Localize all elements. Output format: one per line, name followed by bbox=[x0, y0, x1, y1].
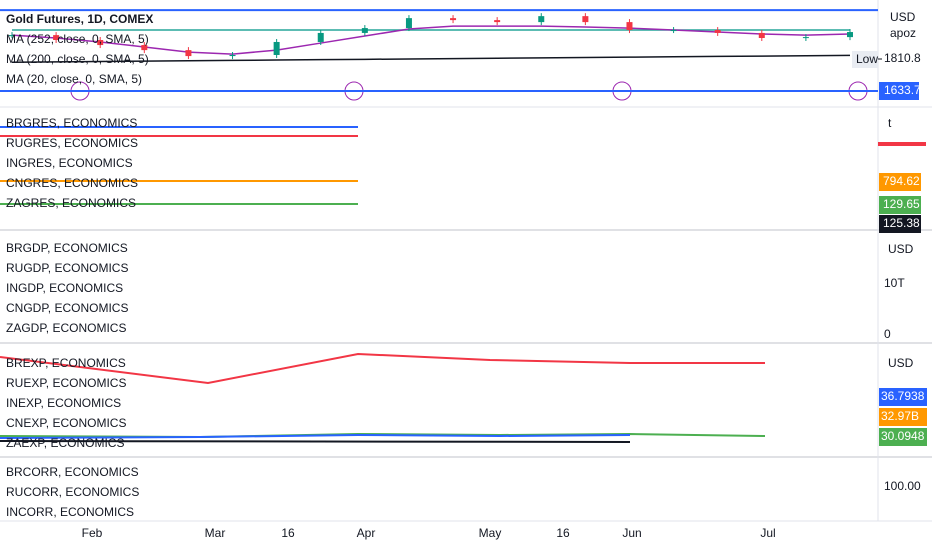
time-label: Mar bbox=[205, 526, 226, 540]
price-tag-bg bbox=[879, 196, 921, 214]
price-tag: 125.38 bbox=[883, 216, 920, 230]
candle bbox=[97, 39, 104, 46]
legend-entry: RUEXP, ECONOMICS bbox=[6, 376, 126, 390]
candle bbox=[847, 32, 853, 38]
legend-entry: MA (200, close, 0, SMA, 5) bbox=[6, 52, 149, 66]
time-label: May bbox=[479, 526, 502, 540]
scale-marker bbox=[878, 142, 926, 146]
price-tag: 129.65 bbox=[883, 197, 920, 211]
legend-entry: RUGRES, ECONOMICS bbox=[6, 136, 138, 150]
time-label: 16 bbox=[556, 526, 570, 540]
legend-entry: ZAGDP, ECONOMICS bbox=[6, 321, 126, 335]
low-tag-bg bbox=[852, 51, 878, 68]
legend-entry: CNEXP, ECONOMICS bbox=[6, 416, 126, 430]
price-tag: 1633.7 bbox=[884, 83, 921, 97]
candle bbox=[538, 16, 545, 23]
scale-unit: USD bbox=[888, 356, 914, 370]
scale-tick: 100.00 bbox=[884, 479, 921, 493]
series-line bbox=[0, 352, 765, 385]
price-tag: 32.97B bbox=[881, 409, 919, 423]
candle bbox=[361, 28, 368, 33]
candle bbox=[141, 45, 148, 51]
time-label: 16 bbox=[281, 526, 295, 540]
candle bbox=[582, 16, 589, 23]
candle bbox=[714, 30, 721, 33]
legend-entry: RUGDP, ECONOMICS bbox=[6, 261, 128, 275]
ma-line bbox=[11, 54, 851, 63]
legend-entry: CNGRES, ECONOMICS bbox=[6, 176, 138, 190]
legend-entry: ZAEXP, ECONOMICS bbox=[6, 436, 124, 450]
legend-entry: INGDP, ECONOMICS bbox=[6, 281, 123, 295]
legend-entry: BRGRES, ECONOMICS bbox=[6, 116, 137, 130]
legend-entry: MA (20, close, 0, SMA, 5) bbox=[6, 72, 142, 86]
legend-entry: BREXP, ECONOMICS bbox=[6, 356, 126, 370]
legend-entry: MA (252, close, 0, SMA, 5) bbox=[6, 32, 149, 46]
candle bbox=[494, 20, 501, 23]
legend-entry: INEXP, ECONOMICS bbox=[6, 396, 121, 410]
series-line bbox=[0, 440, 631, 443]
legend-entry: RUCORR, ECONOMICS bbox=[6, 485, 139, 499]
time-label: Apr bbox=[357, 526, 376, 540]
scale-unit: USD bbox=[890, 10, 916, 24]
price-tag-bg bbox=[879, 408, 927, 426]
low-tag: Low bbox=[856, 52, 878, 66]
candle bbox=[670, 30, 677, 32]
candle bbox=[317, 32, 324, 42]
exp-lines bbox=[0, 352, 766, 443]
candle bbox=[405, 18, 412, 29]
legend-entry: Gold Futures, 1D, COMEX bbox=[6, 12, 153, 26]
axis-label: 1810.8 bbox=[884, 51, 921, 65]
pane-separators bbox=[0, 0, 932, 522]
scale-unit: t bbox=[888, 116, 892, 130]
legend-entry: BRGDP, ECONOMICS bbox=[6, 241, 128, 255]
scale-unit: USD bbox=[888, 242, 914, 256]
price-tag-bg bbox=[879, 388, 927, 406]
scale-tick: 10T bbox=[884, 276, 905, 290]
legend-entry: CNGDP, ECONOMICS bbox=[6, 301, 128, 315]
time-label: Jun bbox=[622, 526, 641, 540]
price-tag-bg bbox=[879, 82, 919, 100]
legend-entry: BRCORR, ECONOMICS bbox=[6, 465, 139, 479]
ma-line bbox=[11, 25, 851, 55]
legend-entry: INCORR, ECONOMICS bbox=[6, 505, 134, 519]
candle bbox=[802, 37, 809, 39]
legend-entry: INGRES, ECONOMICS bbox=[6, 156, 133, 170]
price-tag-bg bbox=[879, 173, 921, 191]
price-tag-bg bbox=[879, 428, 927, 446]
candle bbox=[9, 35, 15, 37]
candle bbox=[450, 18, 457, 21]
price-tag: 794.62 bbox=[883, 174, 920, 188]
legend-entry: ZAGRES, ECONOMICS bbox=[6, 196, 136, 210]
price-tag: 30.0948 bbox=[881, 429, 925, 443]
candle bbox=[229, 54, 236, 57]
price-tag-bg bbox=[879, 215, 921, 233]
scale-tick: 0 bbox=[884, 327, 891, 341]
candle bbox=[273, 41, 280, 55]
gres-lines bbox=[0, 126, 926, 205]
candle bbox=[185, 50, 192, 57]
candle bbox=[53, 35, 60, 40]
series-line bbox=[0, 433, 631, 439]
scale-extra: apoz bbox=[890, 26, 916, 40]
time-label: Jul bbox=[760, 526, 775, 540]
dynamic-layer: Gold Futures, 1D, COMEX MA (252, close, 0… bbox=[0, 9, 927, 540]
candle bbox=[626, 22, 633, 31]
time-label: Feb bbox=[82, 526, 103, 540]
candle bbox=[758, 32, 765, 39]
price-tag: 36.7938 bbox=[881, 389, 925, 403]
